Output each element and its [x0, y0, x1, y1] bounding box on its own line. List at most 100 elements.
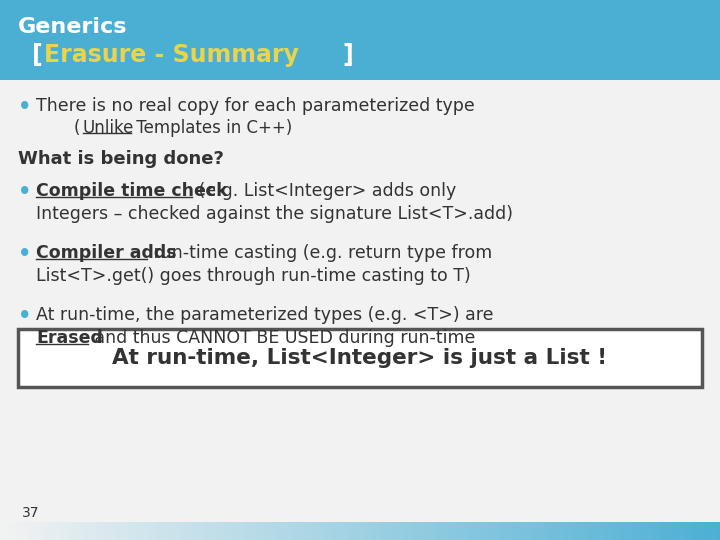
Bar	[256, 522, 259, 540]
Bar	[58, 522, 61, 540]
Bar	[468, 522, 472, 540]
Bar	[616, 522, 619, 540]
Bar	[644, 522, 648, 540]
Bar	[634, 522, 637, 540]
Bar	[65, 522, 68, 540]
Bar	[209, 522, 212, 540]
Bar	[104, 522, 108, 540]
Bar	[630, 522, 634, 540]
Bar	[295, 522, 299, 540]
Bar	[418, 522, 421, 540]
Bar	[331, 522, 335, 540]
Bar	[688, 522, 691, 540]
Bar	[158, 522, 162, 540]
Bar	[576, 522, 580, 540]
Bar	[133, 522, 137, 540]
Bar	[680, 522, 684, 540]
Text: What is being done?: What is being done?	[18, 150, 224, 168]
Bar	[511, 522, 515, 540]
Bar	[403, 522, 407, 540]
Bar	[421, 522, 425, 540]
Bar	[169, 522, 173, 540]
Bar	[580, 522, 583, 540]
Bar	[619, 522, 623, 540]
Bar	[565, 522, 569, 540]
Bar	[0, 0, 720, 80]
Text: List<T>.get() goes through run-time casting to T): List<T>.get() goes through run-time cast…	[36, 267, 471, 285]
Bar	[29, 522, 32, 540]
Bar	[14, 522, 18, 540]
Text: (: (	[74, 119, 81, 137]
Bar	[274, 522, 277, 540]
Bar	[76, 522, 79, 540]
Bar	[108, 522, 112, 540]
Bar	[212, 522, 216, 540]
Text: Erased: Erased	[36, 329, 103, 347]
Bar	[248, 522, 252, 540]
Bar	[662, 522, 666, 540]
Bar	[504, 522, 508, 540]
Bar	[612, 522, 616, 540]
Bar	[61, 522, 65, 540]
Bar	[72, 522, 76, 540]
Bar	[554, 522, 558, 540]
Bar	[436, 522, 439, 540]
Bar	[691, 522, 695, 540]
Bar	[137, 522, 140, 540]
Bar	[605, 522, 608, 540]
Bar	[36, 522, 40, 540]
Bar	[356, 522, 360, 540]
Bar	[673, 522, 677, 540]
Bar	[590, 522, 594, 540]
Bar	[79, 522, 83, 540]
Bar	[245, 522, 248, 540]
Bar	[695, 522, 698, 540]
Bar	[461, 522, 464, 540]
Text: Compile time check: Compile time check	[36, 182, 228, 200]
Bar	[677, 522, 680, 540]
Bar	[266, 522, 270, 540]
Text: Compiler adds: Compiler adds	[36, 244, 176, 262]
Bar	[655, 522, 659, 540]
Bar	[594, 522, 598, 540]
Bar	[324, 522, 328, 540]
Bar	[648, 522, 652, 540]
Bar	[180, 522, 184, 540]
Bar	[11, 522, 14, 540]
Bar	[500, 522, 504, 540]
Bar	[598, 522, 601, 540]
Bar	[385, 522, 389, 540]
Bar	[227, 522, 230, 540]
Bar	[684, 522, 688, 540]
Bar	[148, 522, 151, 540]
Bar	[464, 522, 468, 540]
Bar	[317, 522, 320, 540]
Bar	[166, 522, 169, 540]
Text: •: •	[18, 306, 32, 326]
Bar	[216, 522, 220, 540]
Bar	[0, 522, 4, 540]
Bar	[641, 522, 644, 540]
Bar	[709, 522, 713, 540]
Bar	[508, 522, 511, 540]
Bar	[176, 522, 180, 540]
Bar	[364, 522, 367, 540]
Bar	[670, 522, 673, 540]
Bar	[184, 522, 187, 540]
Bar	[439, 522, 443, 540]
Bar	[425, 522, 428, 540]
Bar	[7, 522, 11, 540]
Bar	[223, 522, 227, 540]
Bar	[540, 522, 544, 540]
Bar	[97, 522, 101, 540]
Bar	[90, 522, 94, 540]
Bar	[220, 522, 223, 540]
Bar	[292, 522, 295, 540]
Bar	[569, 522, 572, 540]
Bar	[259, 522, 263, 540]
Text: •: •	[18, 97, 32, 117]
Bar	[328, 522, 331, 540]
Bar	[457, 522, 461, 540]
Bar	[389, 522, 392, 540]
Bar	[94, 522, 97, 540]
